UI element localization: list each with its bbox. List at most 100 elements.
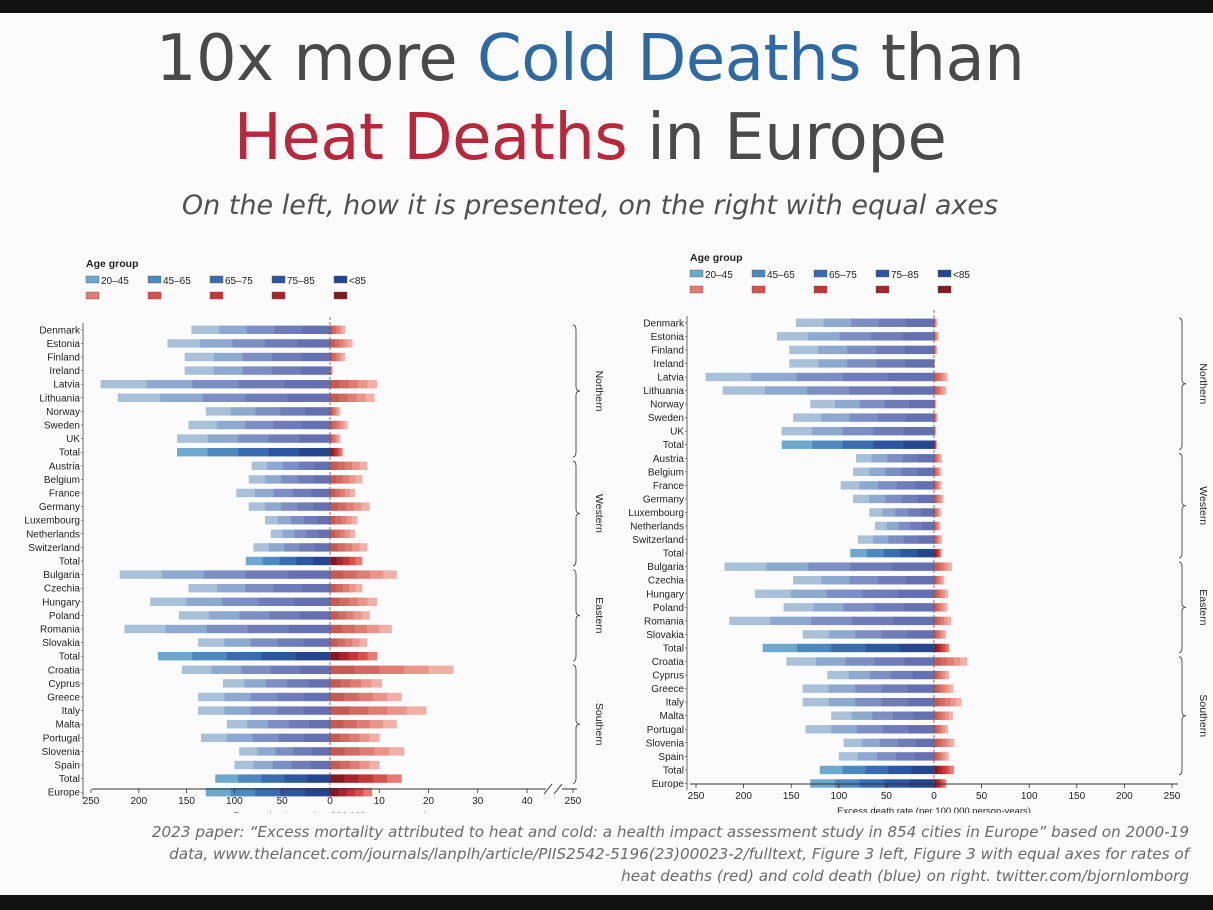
p1-cold-bar-segment (295, 652, 331, 661)
p2-cold-bar-segment (853, 494, 870, 504)
p2-heat-bar-segment (937, 765, 943, 775)
p1-heat-bar-segment (336, 556, 344, 566)
p1-row-label: Portugal (43, 733, 80, 744)
p1-cold-bar-segment (296, 556, 314, 566)
p1-row-label: Norway (46, 407, 80, 418)
p1-cold-bar-segment (251, 461, 268, 470)
p2-region-label: Eastern (1197, 589, 1209, 625)
p1-heat-bar-segment (359, 543, 368, 552)
p2-cold-bar-segment (888, 372, 935, 382)
p2-heat-bar-segment (934, 467, 936, 477)
p2-heat-bar-segment (937, 508, 940, 517)
p2-heat-bar-segment (934, 440, 935, 449)
p1-cold-bar-segment (287, 679, 309, 688)
p2-heat-bar-segment (936, 481, 939, 490)
p1-heat-bar-segment (332, 448, 336, 457)
p2-cold-bar-segment (821, 413, 850, 422)
p1-cold-bar-segment (294, 529, 307, 538)
p1-heat-bar-segment (330, 461, 338, 470)
p2-x-tick-label: 200 (1116, 791, 1133, 802)
p1-x-tick-label: 40 (521, 796, 533, 807)
p1-cold-bar-segment (245, 584, 274, 593)
p1-row-label: Total (59, 652, 80, 663)
p1-heat-bar-segment (330, 434, 333, 443)
p2-cold-bar-segment (805, 725, 832, 734)
p1-cold-bar-segment (247, 624, 290, 634)
p1-heat-bar-segment (337, 461, 346, 470)
p1-row-label: Belgium (44, 475, 80, 486)
p1-row-label: Germany (39, 502, 80, 513)
p2-cold-bar-segment (818, 345, 848, 355)
p1-heat-bar-segment (339, 760, 350, 770)
p1-heat-bar-segment (350, 679, 362, 688)
p2-row-label: Portugal (647, 725, 684, 736)
p2-region-label: Southern (1197, 694, 1209, 737)
p2-heat-bar-segment (945, 765, 950, 775)
p2-heat-bar-segment (941, 711, 946, 720)
p2-heat-bar-segment (942, 725, 946, 734)
p2-cold-bar-segment (898, 589, 935, 598)
p1-heat-bar-segment (330, 733, 341, 742)
p2-row-label: Latvia (657, 372, 684, 383)
p1-heat-bar-segment (343, 570, 357, 579)
p2-cold-bar-segment (838, 752, 859, 761)
p2-cold-bar-segment (873, 603, 905, 612)
p1-row-label: Croatia (48, 665, 81, 676)
p1-cold-bar-segment (184, 352, 215, 362)
p1-cold-bar-segment (150, 597, 187, 606)
p2-row-label: Belgium (648, 467, 684, 478)
p2-cold-bar-segment (908, 508, 922, 517)
p1-cold-bar-segment (206, 624, 249, 634)
p1-cold-bar-segment (270, 529, 283, 538)
p2-heat-bar-segment (937, 332, 939, 341)
p2-heat-bar-segment (935, 454, 938, 463)
p2-legend-heat-swatch-1 (751, 285, 766, 294)
p2-cold-bar-segment (842, 765, 866, 775)
p1-heat-bar-segment (340, 679, 351, 688)
p1-heat-bar-segment (343, 720, 357, 729)
p1-cold-bar-segment (200, 733, 228, 742)
p2-legend-heat-swatch-2 (813, 285, 828, 294)
p2-cold-bar-segment (789, 345, 819, 355)
p2-heat-bar-segment (935, 576, 939, 585)
p1-cold-bar-segment (313, 475, 331, 484)
p2-cold-bar-segment (909, 779, 935, 788)
p2-row-label: UK (670, 427, 684, 438)
p2-cold-bar-segment (793, 413, 822, 422)
p1-x-tick-label: 250 (565, 796, 582, 807)
p2-row-label: Denmark (643, 318, 685, 329)
p1-cold-bar-segment (300, 366, 331, 375)
p2-row-label: Switzerland (632, 535, 684, 546)
p1-cold-bar-segment (288, 720, 310, 729)
p1-row-label: Total (59, 557, 80, 568)
p1-cold-bar-segment (216, 584, 246, 593)
footer-line-2: data, www.thelancet.com/journals/lanplh/… (169, 845, 1189, 863)
p2-cold-bar-segment (896, 481, 916, 490)
p1-heat-bar-segment (330, 597, 340, 606)
p2-heat-bar-segment (936, 521, 939, 531)
p1-x-tick-label: 50 (277, 796, 289, 807)
p2-heat-bar-segment (941, 765, 947, 775)
p1-cold-bar-segment (264, 339, 298, 348)
p2-row-label: Total (663, 765, 684, 776)
p1-cold-bar-segment (119, 570, 163, 579)
p1-heat-bar-segment (349, 733, 360, 742)
p1-heat-bar-segment (353, 502, 362, 511)
p1-heat-bar-segment (330, 720, 344, 729)
p2-cold-bar-segment (861, 738, 881, 748)
p1-cold-bar-segment (272, 760, 293, 770)
p2-heat-bar-segment (936, 670, 941, 680)
p2-cold-bar-segment (865, 765, 889, 775)
p1-cold-bar-segment (238, 380, 285, 389)
p2-cold-bar-segment (810, 399, 836, 409)
p1-cold-bar-segment (268, 448, 300, 457)
p1-cold-bar-segment (242, 366, 273, 375)
p1-heat-bar-segment (352, 638, 360, 647)
p1-cold-bar-segment (278, 733, 305, 742)
p1-cold-bar-segment (186, 597, 223, 606)
p2-cold-bar-segment (840, 481, 860, 490)
p2-heat-bar-segment (938, 386, 942, 395)
p2-heat-bar-segment (934, 318, 935, 327)
p1-x-tick-label: 250 (83, 796, 100, 807)
p1-cold-bar-segment (245, 556, 263, 566)
